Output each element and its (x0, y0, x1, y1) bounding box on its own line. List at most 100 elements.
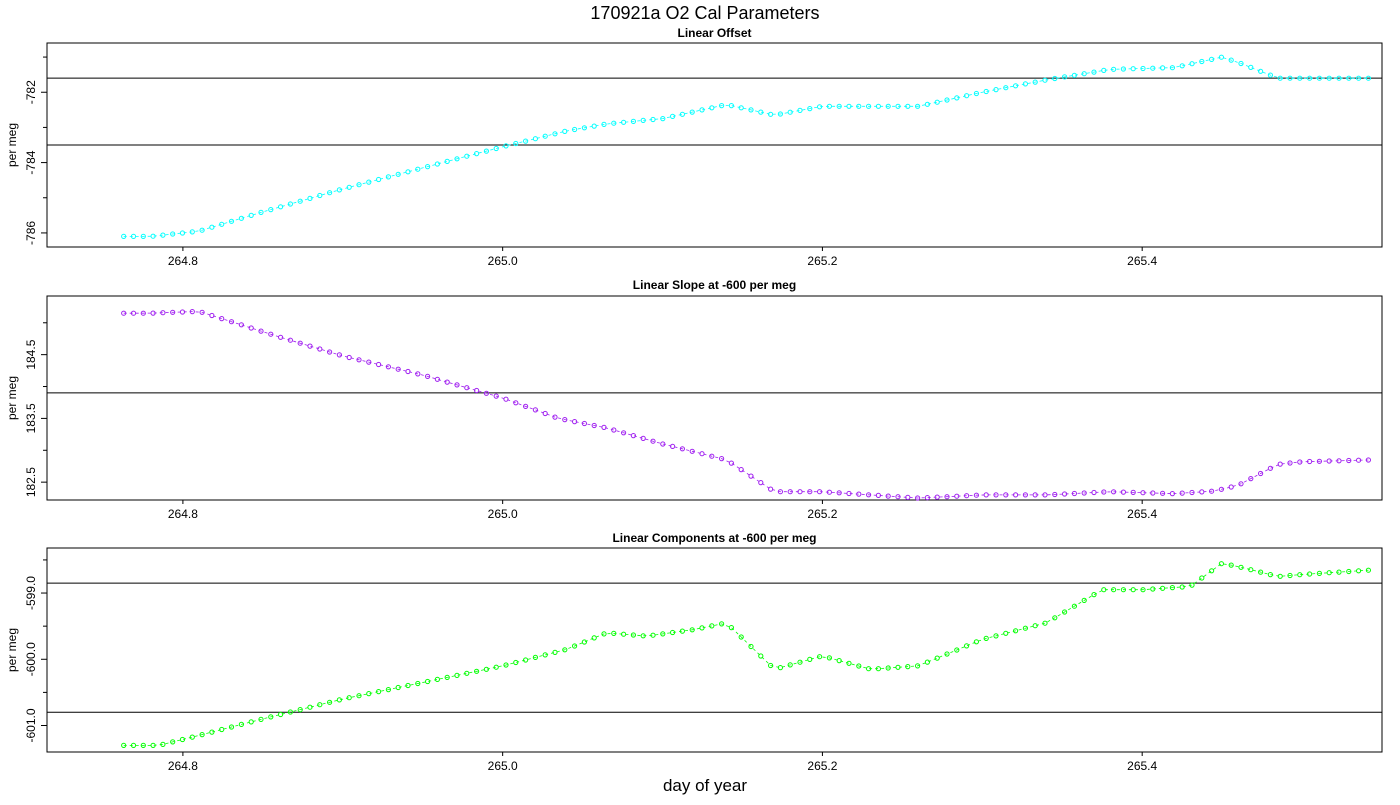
data-point (1346, 457, 1352, 464)
data-point (1179, 490, 1185, 496)
data-point (356, 182, 362, 188)
data-point (405, 169, 411, 175)
data-point (660, 116, 666, 122)
data-point (513, 140, 519, 147)
data-point (1081, 597, 1087, 604)
x-tick-label: 265.0 (488, 507, 518, 521)
data-point (679, 111, 686, 117)
data-point (307, 704, 313, 710)
data-point (1297, 459, 1303, 465)
data-point (1052, 491, 1058, 498)
data-point (836, 490, 842, 496)
data-point (640, 435, 646, 441)
data-point (1346, 75, 1352, 81)
data-point (160, 310, 166, 316)
y-axis-label: per meg (5, 628, 19, 672)
data-point (699, 107, 705, 113)
data-point (777, 665, 784, 671)
data-point (768, 486, 774, 492)
data-point (1032, 623, 1038, 629)
data-point (895, 103, 901, 109)
data-point (532, 136, 539, 142)
data-point (1140, 65, 1146, 72)
data-point (493, 145, 499, 152)
data-point (395, 171, 401, 177)
data-point (1130, 489, 1136, 495)
data-point (444, 674, 450, 681)
figure-title: 170921a O2 Cal Parameters (590, 3, 819, 23)
y-axis-label: per meg (5, 376, 19, 420)
data-point (336, 352, 342, 358)
data-point (130, 233, 137, 239)
data-point (1297, 572, 1303, 578)
data-point (317, 192, 323, 199)
data-point (924, 659, 931, 665)
data-point (121, 233, 127, 239)
data-point (523, 138, 529, 144)
data-point (199, 227, 205, 233)
data-point (777, 111, 784, 117)
data-point (1238, 60, 1244, 67)
data-point (601, 121, 607, 128)
data-point (346, 354, 352, 361)
data-point (1356, 568, 1362, 574)
data-point (1248, 476, 1254, 482)
data-point (179, 230, 186, 236)
data-point (1091, 69, 1097, 75)
data-point (385, 174, 391, 180)
data-point (1013, 83, 1019, 89)
x-tick-label: 265.4 (1127, 759, 1157, 773)
data-point (670, 443, 676, 449)
data-point (1365, 457, 1372, 463)
data-point (621, 430, 627, 436)
y-tick-label: -782 (24, 80, 38, 104)
data-point (611, 120, 617, 126)
data-point (130, 742, 137, 749)
data-point (248, 325, 254, 331)
data-point (915, 663, 921, 669)
data-point (464, 670, 470, 676)
data-point (1258, 68, 1264, 74)
series-line (123, 56, 1369, 237)
data-point (1209, 568, 1215, 574)
data-point (1052, 75, 1058, 82)
data-point (1336, 458, 1342, 464)
data-point (513, 400, 519, 406)
data-point (189, 229, 195, 235)
x-tick-label: 265.2 (807, 254, 837, 268)
data-point (454, 672, 460, 679)
data-point (591, 422, 597, 429)
data-point (327, 699, 333, 705)
data-point (601, 631, 607, 637)
data-point (1248, 64, 1254, 71)
data-point (1160, 65, 1166, 71)
data-point (444, 158, 450, 164)
data-point (699, 451, 705, 457)
data-point (121, 742, 127, 749)
data-point (1179, 63, 1185, 69)
data-point (199, 309, 205, 315)
data-point (797, 489, 803, 495)
data-point (728, 625, 735, 631)
y-tick-label: 183.5 (24, 403, 38, 433)
data-point (150, 233, 156, 239)
data-point (728, 460, 735, 466)
data-point (905, 103, 911, 109)
panel-1: Linear Offset 264.8 265.0 265.2 265.4 -786 -78… (5, 26, 1383, 268)
data-point (934, 99, 940, 105)
data-point (552, 649, 558, 656)
data-point (1228, 57, 1234, 63)
data-point (768, 662, 774, 669)
data-point (1326, 75, 1332, 81)
data-point (425, 164, 431, 170)
data-point (1326, 570, 1332, 576)
data-point (268, 207, 274, 213)
data-point (1287, 572, 1293, 579)
data-point (219, 221, 225, 227)
data-point (1248, 567, 1254, 573)
data-point (856, 103, 862, 109)
data-point (1316, 570, 1323, 577)
y-tick-label: -600.0 (24, 642, 38, 676)
data-point (954, 493, 960, 499)
data-point (503, 396, 509, 402)
